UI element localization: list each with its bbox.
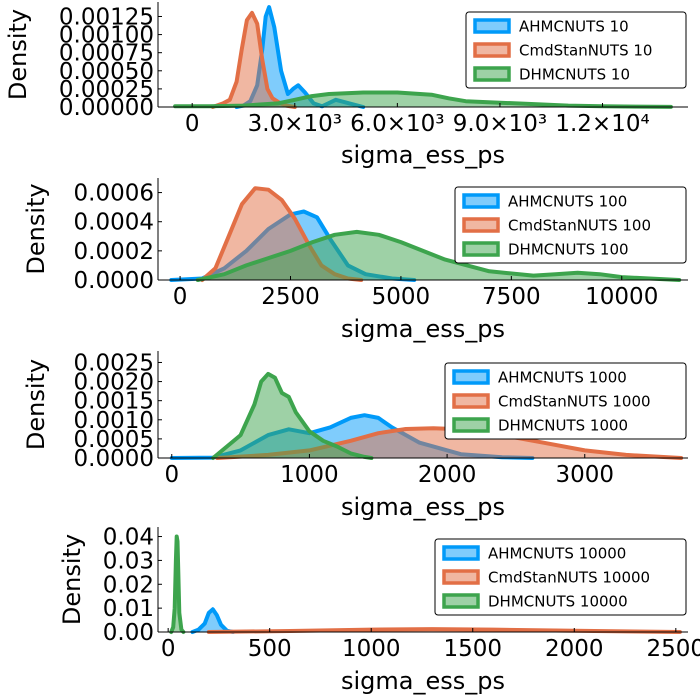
x-tick-label: 7500: [482, 284, 541, 310]
legend-frame: [465, 11, 687, 89]
density-panel-4: 0.000.010.020.030.04 0 500 1000 1500 2000 2500…: [58, 525, 700, 695]
legend-label: CmdStanNUTS 10: [519, 42, 652, 60]
x-tick-label: 3000: [555, 462, 614, 488]
legend: AHMCNUTS 1000 CmdStanNUTS 1000 DHMCNUTS 10…: [444, 362, 687, 440]
x-tick-label: 2000: [545, 636, 604, 662]
legend-swatch: [473, 18, 511, 34]
legend-label: CmdStanNUTS 1000: [498, 393, 651, 411]
y-tick-label: 0.00075: [59, 41, 154, 67]
legend-swatch: [462, 241, 500, 257]
series-area-3: [197, 231, 680, 280]
x-tick-label: 2000: [418, 462, 477, 488]
x-tick-label: 2500: [647, 636, 700, 662]
x-tick-label: 1500: [443, 636, 502, 662]
series-area-2: [212, 12, 295, 107]
x-axis-title: sigma_ess_ps: [341, 141, 505, 169]
x-tick-label: 9.0×10³: [453, 111, 547, 137]
y-axis-title: Density: [58, 534, 86, 625]
legend-frame: [444, 362, 687, 440]
y-tick-label: 0.00: [103, 620, 154, 646]
legend-label: CmdStanNUTS 100: [508, 217, 651, 235]
y-tick-label: 0.0000: [74, 446, 154, 472]
x-tick-label: 1.2×10⁴: [555, 111, 649, 137]
legend-swatch: [473, 42, 511, 58]
legend: AHMCNUTS 100 CmdStanNUTS 100 DHMCNUTS 100: [454, 186, 687, 264]
x-tick-label: 0: [185, 111, 200, 137]
y-tick-label: 0.00100: [59, 23, 154, 49]
legend-label: DHMCNUTS 10000: [488, 593, 628, 611]
series-area-1: [236, 7, 364, 108]
density-panel-2: 0.0000 0.0002 0.0004 0.0006 0 2500 5000 7500 100…: [22, 178, 688, 343]
y-tick-label: 0.0000: [74, 268, 154, 294]
y-tick-label: 0.0025: [74, 350, 154, 376]
legend: AHMCNUTS 10 CmdStanNUTS 10 DHMCNUTS 10: [465, 11, 687, 89]
y-tick-label: 0.03: [103, 548, 154, 574]
series-area-2: [202, 188, 362, 280]
legend-label: DHMCNUTS 10: [519, 66, 630, 84]
x-tick-label: 0: [161, 636, 176, 662]
y-tick-label: 0.01: [103, 596, 154, 622]
x-tick-label: 500: [248, 636, 292, 662]
y-axis-title: Density: [4, 9, 32, 100]
legend-label: AHMCNUTS 10000: [488, 545, 626, 563]
y-tick-label: 0.0002: [74, 239, 154, 265]
series-area-3: [213, 373, 372, 458]
y-tick-label: 0.00125: [59, 4, 154, 30]
legend-swatch: [462, 193, 500, 209]
legend-label: DHMCNUTS 1000: [498, 417, 628, 435]
x-tick-label: 6.0×10³: [350, 111, 444, 137]
legend-frame: [454, 186, 687, 264]
legend-swatch: [473, 66, 511, 82]
legend-swatch: [452, 393, 490, 409]
y-tick-label: 0.0006: [74, 181, 154, 207]
y-axis-title: Density: [22, 359, 50, 450]
y-tick-label: 0.00050: [59, 59, 154, 85]
x-axis-title: sigma_ess_ps: [341, 315, 505, 343]
y-tick-label: 0.00000: [59, 95, 154, 121]
series-area-3: [175, 92, 671, 107]
x-tick-label: 1000: [342, 636, 401, 662]
y-tick-label: 0.0020: [74, 370, 154, 396]
x-tick-label: 1000: [280, 462, 339, 488]
legend-frame: [434, 538, 687, 616]
x-tick-label: 0: [164, 462, 179, 488]
legend-label: AHMCNUTS 1000: [498, 369, 627, 387]
density-panel-1: 0.000000.000250.000500.000750.001000.001…: [4, 2, 688, 169]
y-tick-label: 0.0005: [74, 427, 154, 453]
legend-swatch: [442, 593, 480, 609]
series-line-3: [211, 371, 374, 460]
legend-label: AHMCNUTS 10: [519, 18, 629, 36]
y-axis-title: Density: [22, 183, 50, 274]
y-tick-label: 0.02: [103, 572, 154, 598]
x-tick-label: 3.0×10³: [248, 111, 342, 137]
legend-swatch: [452, 417, 490, 433]
legend-label: AHMCNUTS 100: [508, 193, 627, 211]
y-tick-label: 0.0004: [74, 210, 154, 236]
y-tick-label: 0.04: [103, 525, 154, 551]
legend-swatch: [442, 545, 480, 561]
legend: AHMCNUTS 10000 CmdStanNUTS 10000 DHMCNUTS …: [434, 538, 687, 616]
x-axis-title: sigma_ess_ps: [341, 493, 505, 521]
series-line-2: [206, 627, 682, 634]
x-tick-label: 10000: [585, 284, 658, 310]
series-line-3: [173, 90, 673, 109]
x-tick-label: 5000: [372, 284, 431, 310]
x-axis-title: sigma_ess_ps: [341, 667, 505, 695]
y-tick-label: 0.0015: [74, 389, 154, 415]
legend-label: DHMCNUTS 100: [508, 241, 629, 259]
legend-swatch: [442, 569, 480, 585]
legend-swatch: [452, 369, 490, 385]
x-tick-label: 2500: [261, 284, 320, 310]
y-tick-label: 0.00025: [59, 77, 154, 103]
series-line-1: [190, 607, 236, 634]
series-line-3: [195, 229, 682, 282]
legend-label: CmdStanNUTS 10000: [488, 569, 650, 587]
series-line-3: [169, 534, 186, 634]
x-tick-label: 0: [173, 284, 188, 310]
legend-swatch: [462, 217, 500, 233]
y-tick-label: 0.0010: [74, 408, 154, 434]
